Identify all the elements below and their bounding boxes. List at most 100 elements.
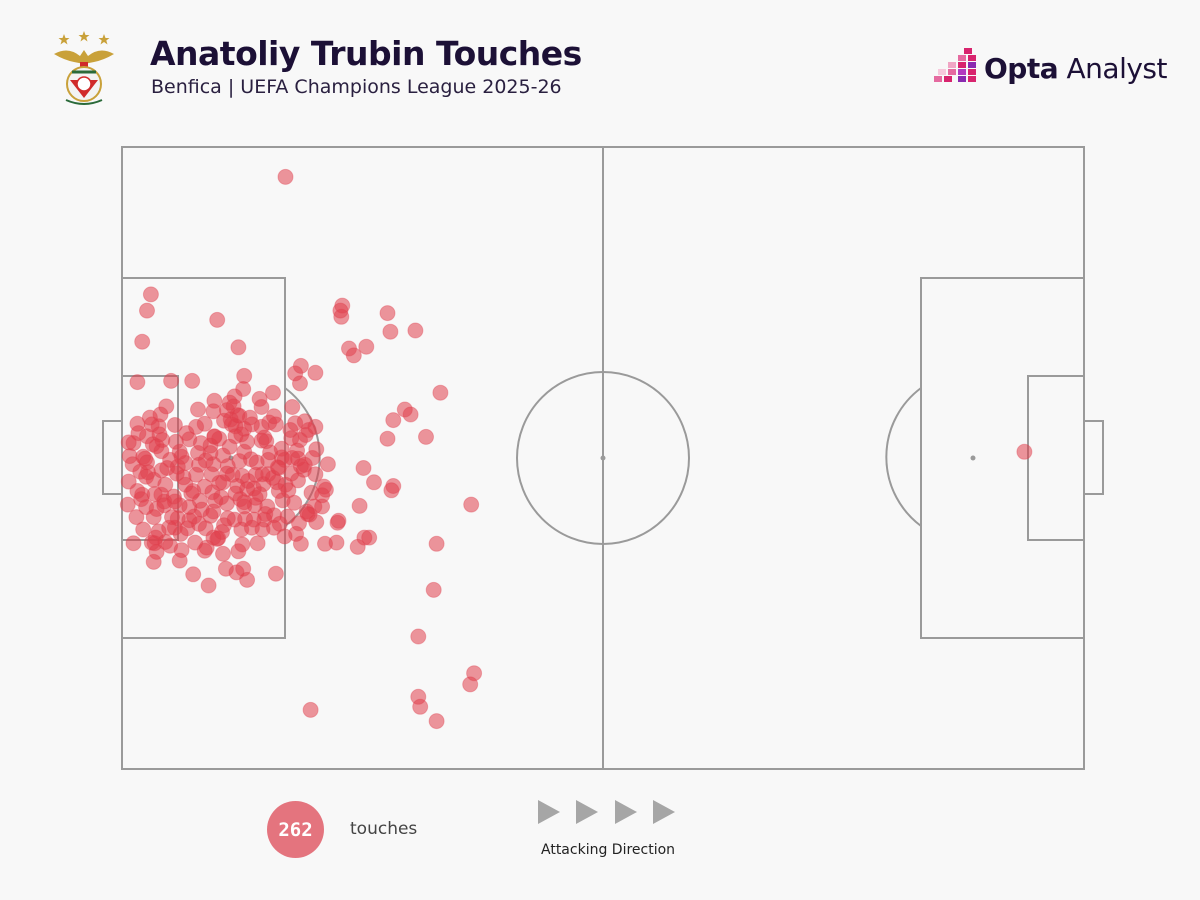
touch-point — [152, 406, 169, 423]
touch-point — [188, 418, 205, 435]
touch-point — [215, 545, 231, 562]
touch-count-label: touches — [350, 819, 418, 839]
touch-point — [125, 535, 142, 552]
touch-point — [382, 323, 399, 340]
touch-point — [425, 581, 442, 598]
touch-point — [230, 339, 247, 356]
touch-point — [462, 676, 479, 693]
right-goal — [1083, 420, 1104, 495]
touch-point — [383, 482, 400, 499]
touch-point — [284, 399, 301, 415]
touch-point — [139, 302, 155, 319]
touch-point — [243, 519, 260, 536]
touch-point — [407, 322, 424, 339]
touch-point — [276, 528, 293, 545]
touch-point — [190, 401, 206, 418]
page-title: Anatoliy Trubin Touches — [150, 34, 582, 73]
touch-point — [154, 432, 171, 448]
touch-point — [361, 529, 378, 546]
touch-point — [236, 420, 253, 437]
touch-point — [128, 509, 145, 526]
touch-point — [396, 401, 413, 418]
right-penalty-arc — [885, 387, 922, 527]
touch-point — [205, 403, 222, 420]
touch-point — [145, 553, 162, 570]
touch-point — [432, 384, 449, 401]
touch-point — [253, 432, 270, 449]
touch-point — [307, 364, 324, 381]
right-six-yard-box — [1027, 375, 1085, 541]
touch-point — [282, 422, 299, 438]
page-subtitle: Benfica | UEFA Champions League 2025-26 — [151, 76, 562, 98]
touch-point — [418, 428, 434, 445]
touch-point — [351, 497, 368, 514]
touch-point — [316, 478, 332, 495]
touch-point — [328, 534, 345, 551]
touch-point — [245, 480, 262, 497]
touch-point — [207, 492, 224, 509]
touch-point — [137, 450, 154, 467]
right-penalty-spot — [970, 455, 976, 461]
touch-point — [266, 519, 282, 536]
touch-point — [274, 492, 291, 509]
touch-point — [1016, 443, 1033, 460]
touch-point — [302, 701, 319, 718]
touch-point — [265, 384, 281, 401]
touch-point — [214, 524, 230, 540]
touch-point — [232, 491, 249, 508]
touch-point — [181, 512, 198, 529]
touch-point — [266, 408, 282, 425]
touch-point — [120, 434, 137, 451]
touch-point — [140, 464, 156, 481]
touch-point — [319, 456, 336, 473]
left-goal — [102, 420, 123, 495]
centre-spot — [600, 455, 606, 461]
play-arrow-icon — [538, 800, 560, 824]
brand-name: Opta Analyst — [984, 52, 1167, 85]
touch-points — [119, 168, 1033, 730]
touch-point — [209, 311, 226, 328]
touch-point — [428, 713, 445, 730]
touch-point — [277, 476, 294, 493]
touch-point — [257, 506, 274, 522]
touch-point — [192, 435, 209, 452]
touch-point — [206, 428, 223, 445]
touch-point — [162, 537, 179, 554]
touch-point — [119, 496, 136, 513]
touch-point — [428, 535, 445, 552]
opta-logo-icon — [934, 48, 976, 82]
touch-point — [203, 466, 220, 483]
touch-point — [124, 456, 141, 473]
touch-point — [239, 571, 256, 588]
touch-point — [129, 374, 146, 391]
play-arrow-icon — [615, 800, 637, 824]
touch-point — [463, 496, 480, 513]
touch-point — [166, 493, 183, 510]
touch-point — [215, 447, 231, 464]
touch-point — [148, 501, 165, 517]
legend: 262 touches Attacking Direction — [0, 790, 1200, 880]
opta-brand: Opta Analyst — [934, 46, 1167, 90]
touch-point — [307, 418, 324, 435]
touch-point — [260, 451, 277, 468]
touch-point — [146, 486, 163, 503]
touch-point — [366, 474, 382, 491]
touch-point — [254, 466, 271, 483]
touch-point — [228, 564, 245, 581]
touch-point — [218, 402, 235, 419]
touch-point — [184, 372, 201, 389]
touch-point — [287, 365, 304, 382]
touch-point — [329, 514, 346, 531]
touch-point — [267, 565, 284, 582]
touch-point — [332, 302, 349, 319]
touch-point — [187, 534, 204, 551]
touch-point — [171, 552, 188, 569]
touch-point — [236, 443, 253, 460]
play-arrow-icon — [653, 800, 675, 824]
touch-point — [146, 535, 163, 552]
touch-point — [292, 432, 308, 448]
touch-point — [277, 168, 294, 185]
touch-point — [345, 347, 362, 364]
attacking-direction-arrows — [538, 800, 675, 824]
